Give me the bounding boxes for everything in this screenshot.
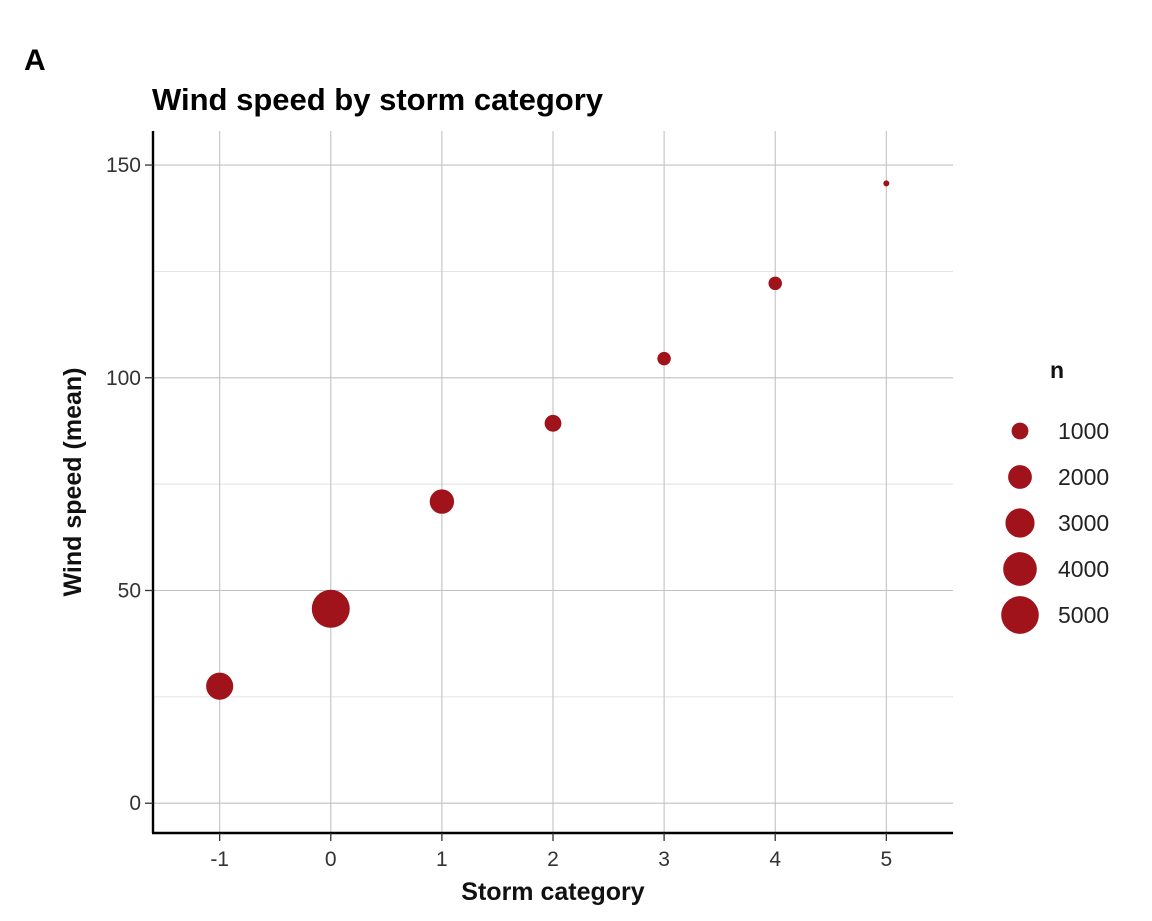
data-points <box>206 180 890 700</box>
x-tick-label: 2 <box>547 848 559 871</box>
legend-title: n <box>1050 357 1064 383</box>
legend-label: 4000 <box>1058 556 1109 582</box>
x-axis-title: Storm category <box>461 878 644 906</box>
legend-label: 2000 <box>1058 464 1109 490</box>
y-tick-label: 50 <box>118 579 141 602</box>
data-point <box>544 414 562 432</box>
data-point <box>429 489 455 514</box>
panel-tag: A <box>24 44 46 77</box>
data-point <box>206 672 234 700</box>
legend: n 1000 2000 3000 4000 5000 <box>1001 357 1109 634</box>
x-tick-label: 4 <box>769 848 781 871</box>
legend-label: 5000 <box>1058 602 1109 628</box>
grid <box>153 131 953 833</box>
legend-label: 1000 <box>1058 418 1109 444</box>
x-tick-label: 3 <box>658 848 670 871</box>
data-point <box>657 351 671 366</box>
legend-label: 3000 <box>1058 510 1109 536</box>
data-point <box>311 589 350 628</box>
legend-key <box>1005 508 1035 538</box>
legend-entries: 1000 2000 3000 4000 5000 <box>1001 418 1109 634</box>
x-tick-label: -1 <box>210 848 229 871</box>
y-axis-ticks: 0 50 100 150 <box>106 154 153 815</box>
x-tick-label: 0 <box>325 848 337 871</box>
data-point <box>768 276 782 291</box>
y-tick-label: 150 <box>106 154 141 177</box>
y-tick-label: 100 <box>106 367 141 390</box>
legend-key <box>1008 465 1032 489</box>
x-tick-label: 5 <box>880 848 892 871</box>
y-axis-title: Wind speed (mean) <box>59 368 87 597</box>
x-axis-ticks: -1 0 1 2 3 4 5 <box>210 833 892 871</box>
legend-key <box>1011 422 1029 440</box>
y-tick-label: 0 <box>129 792 141 815</box>
data-point <box>883 180 890 187</box>
legend-key <box>1003 552 1037 586</box>
chart-title: Wind speed by storm category <box>152 82 604 117</box>
x-tick-label: 1 <box>436 848 448 871</box>
legend-key <box>1001 596 1039 634</box>
